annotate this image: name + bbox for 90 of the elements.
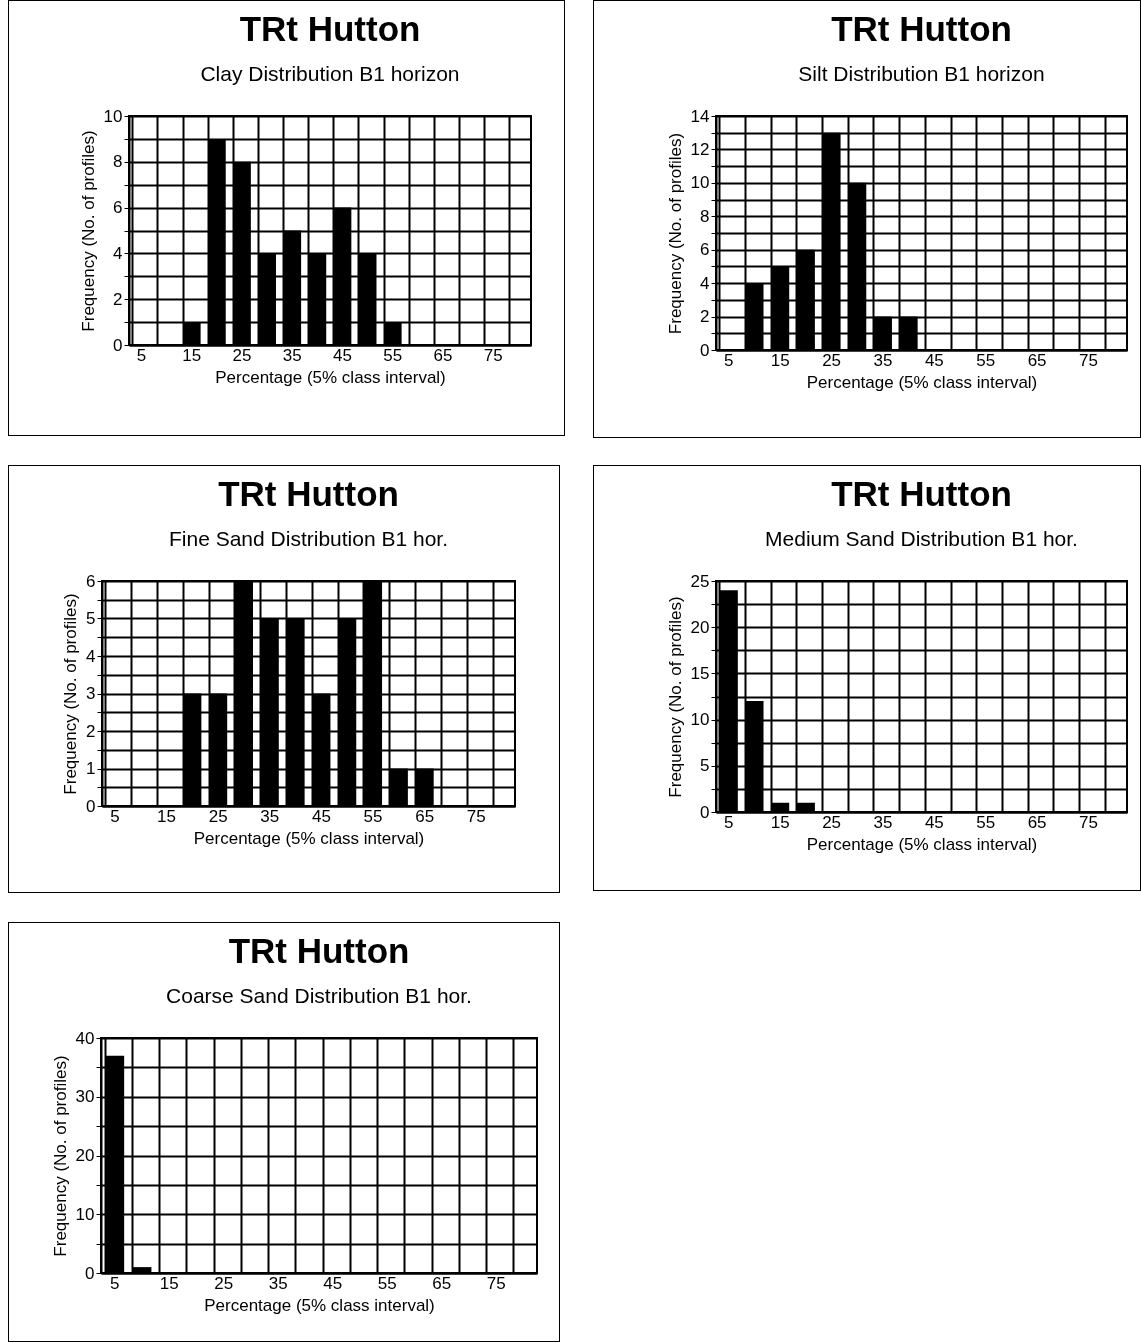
y-tick-label: 5 <box>86 609 96 628</box>
x-tick-label: 15 <box>770 812 790 832</box>
x-tick-label: 25 <box>214 1273 234 1293</box>
y-tick-label: 0 <box>113 335 123 355</box>
y-tick-label: 10 <box>103 106 123 126</box>
x-tick-label: 5 <box>724 812 734 832</box>
y-tick-label: 4 <box>700 273 710 293</box>
y-tick-label: 6 <box>113 198 123 218</box>
x-tick-label: 35 <box>282 345 302 365</box>
x-tick-label: 65 <box>433 345 453 365</box>
chart-title: TRt Hutton <box>228 931 410 970</box>
x-tick-label: 55 <box>976 350 996 370</box>
y-tick-label: 4 <box>113 243 123 263</box>
x-tick-label: 35 <box>268 1273 288 1293</box>
x-axis-title: Percentage (5% class interval) <box>193 828 425 848</box>
y-tick-label: 2 <box>700 307 710 327</box>
x-tick-label: 65 <box>432 1273 452 1293</box>
y-tick-label: 3 <box>86 684 96 703</box>
y-tick-label: 8 <box>113 152 123 172</box>
y-tick-label: 6 <box>86 571 96 591</box>
chart-title: TRt Hutton <box>831 474 1012 513</box>
x-tick-label: 25 <box>822 812 842 832</box>
x-tick-label: 45 <box>323 1273 343 1293</box>
x-tick-label: 55 <box>976 812 996 832</box>
x-tick-label: 55 <box>377 1273 397 1293</box>
x-tick-label: 65 <box>415 806 435 826</box>
y-tick-label: 0 <box>85 1263 95 1283</box>
y-tick-label: 14 <box>690 106 710 126</box>
x-tick-label: 45 <box>924 350 944 370</box>
y-tick-label: 0 <box>700 340 710 360</box>
y-axis-title: Frequency (No. of profiles) <box>665 132 685 335</box>
y-axis-title: Frequency (No. of profiles) <box>665 596 685 798</box>
y-tick-label: 15 <box>690 663 710 683</box>
chart-subtitle: Medium Sand Distribution B1 hor. <box>765 527 1078 550</box>
chart-title: TRt Hutton <box>831 9 1012 48</box>
x-tick-label: 5 <box>136 345 147 365</box>
x-tick-label: 35 <box>873 812 893 832</box>
chart-title: TRt Hutton <box>239 9 421 48</box>
chart-subtitle: Fine Sand Distribution B1 hor. <box>169 527 448 550</box>
x-tick-label: 15 <box>159 1273 179 1293</box>
chart-subtitle: Clay Distribution B1 horizon <box>200 62 460 85</box>
chart-title: TRt Hutton <box>218 474 399 513</box>
y-tick-label: 2 <box>113 289 123 309</box>
y-tick-label: 20 <box>75 1146 95 1165</box>
x-axis-title: Percentage (5% class interval) <box>806 372 1038 392</box>
x-tick-label: 15 <box>182 345 202 365</box>
x-tick-label: 65 <box>1027 812 1047 832</box>
x-tick-label: 75 <box>1079 812 1098 832</box>
y-tick-label: 10 <box>690 173 710 193</box>
x-axis-title: Percentage (5% class interval) <box>215 367 446 387</box>
x-tick-label: 15 <box>157 806 176 826</box>
chart-subtitle: Silt Distribution B1 horizon <box>798 62 1045 85</box>
x-tick-label: 75 <box>466 806 486 826</box>
chart-subtitle: Coarse Sand Distribution B1 hor. <box>166 984 472 1007</box>
y-tick-label: 5 <box>700 756 710 776</box>
y-tick-label: 8 <box>700 206 710 226</box>
x-tick-label: 45 <box>311 806 331 826</box>
y-tick-label: 4 <box>86 646 96 666</box>
x-tick-label: 15 <box>770 350 790 370</box>
y-tick-label: 25 <box>690 571 710 591</box>
x-tick-label: 55 <box>383 345 403 365</box>
x-axis-title: Percentage (5% class interval) <box>806 834 1038 854</box>
x-tick-label: 5 <box>724 350 734 370</box>
y-tick-label: 6 <box>700 240 710 260</box>
x-tick-label: 35 <box>873 350 893 370</box>
y-tick-label: 12 <box>690 139 710 159</box>
y-axis-title: Frequency (No. of profiles) <box>50 1055 70 1257</box>
x-tick-label: 75 <box>486 1273 506 1293</box>
y-axis-title: Frequency (No. of profiles) <box>78 130 98 332</box>
y-tick-label: 20 <box>690 617 710 637</box>
y-tick-label: 30 <box>75 1087 95 1107</box>
x-tick-label: 45 <box>924 812 944 832</box>
y-tick-label: 2 <box>86 721 96 741</box>
y-tick-label: 10 <box>75 1204 95 1224</box>
x-tick-label: 65 <box>1027 350 1047 370</box>
x-tick-label: 45 <box>333 345 353 365</box>
y-tick-label: 0 <box>86 796 96 816</box>
x-tick-label: 55 <box>363 806 383 826</box>
x-tick-label: 35 <box>260 806 280 826</box>
y-tick-label: 10 <box>690 710 710 730</box>
y-tick-label: 0 <box>700 802 710 822</box>
x-tick-label: 75 <box>1079 350 1098 370</box>
x-axis-title: Percentage (5% class interval) <box>204 1295 435 1315</box>
x-tick-label: 25 <box>208 806 228 826</box>
x-tick-label: 25 <box>232 345 252 365</box>
y-axis-title: Frequency (No. of profiles) <box>61 593 81 795</box>
y-tick-label: 40 <box>75 1028 95 1048</box>
x-tick-label: 25 <box>822 350 842 370</box>
y-tick-label: 1 <box>86 759 96 778</box>
x-tick-label: 75 <box>483 345 503 365</box>
